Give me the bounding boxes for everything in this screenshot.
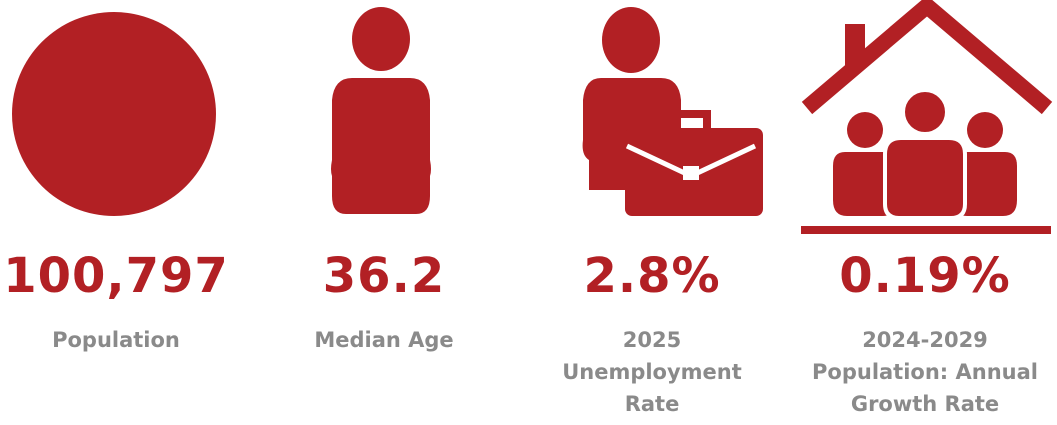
stat-median-age: 36.2 Median Age [276,0,492,425]
median-age-label: Median Age [314,328,454,352]
person-icon [331,7,431,214]
person-briefcase-icon [582,7,763,216]
growth-value: 0.19% [839,248,1011,304]
growth-label: 2024-2029 Population: Annual Growth Rate [812,328,1038,416]
unemployment-label: 2025 Unemployment Rate [562,328,742,416]
median-age-value: 36.2 [322,248,446,304]
stat-growth: 0.19% 2024-2029 Population: Annual Growt… [795,0,1055,425]
house-family-icon [801,0,1053,234]
population-label: Population [52,328,180,352]
population-value: 100,797 [3,248,229,304]
circle-icon [12,12,216,216]
unemployment-value: 2.8% [583,248,721,304]
stat-unemployment: 2.8% 2025 Unemployment Rate [531,0,773,425]
stat-population: 100,797 Population [2,0,230,425]
